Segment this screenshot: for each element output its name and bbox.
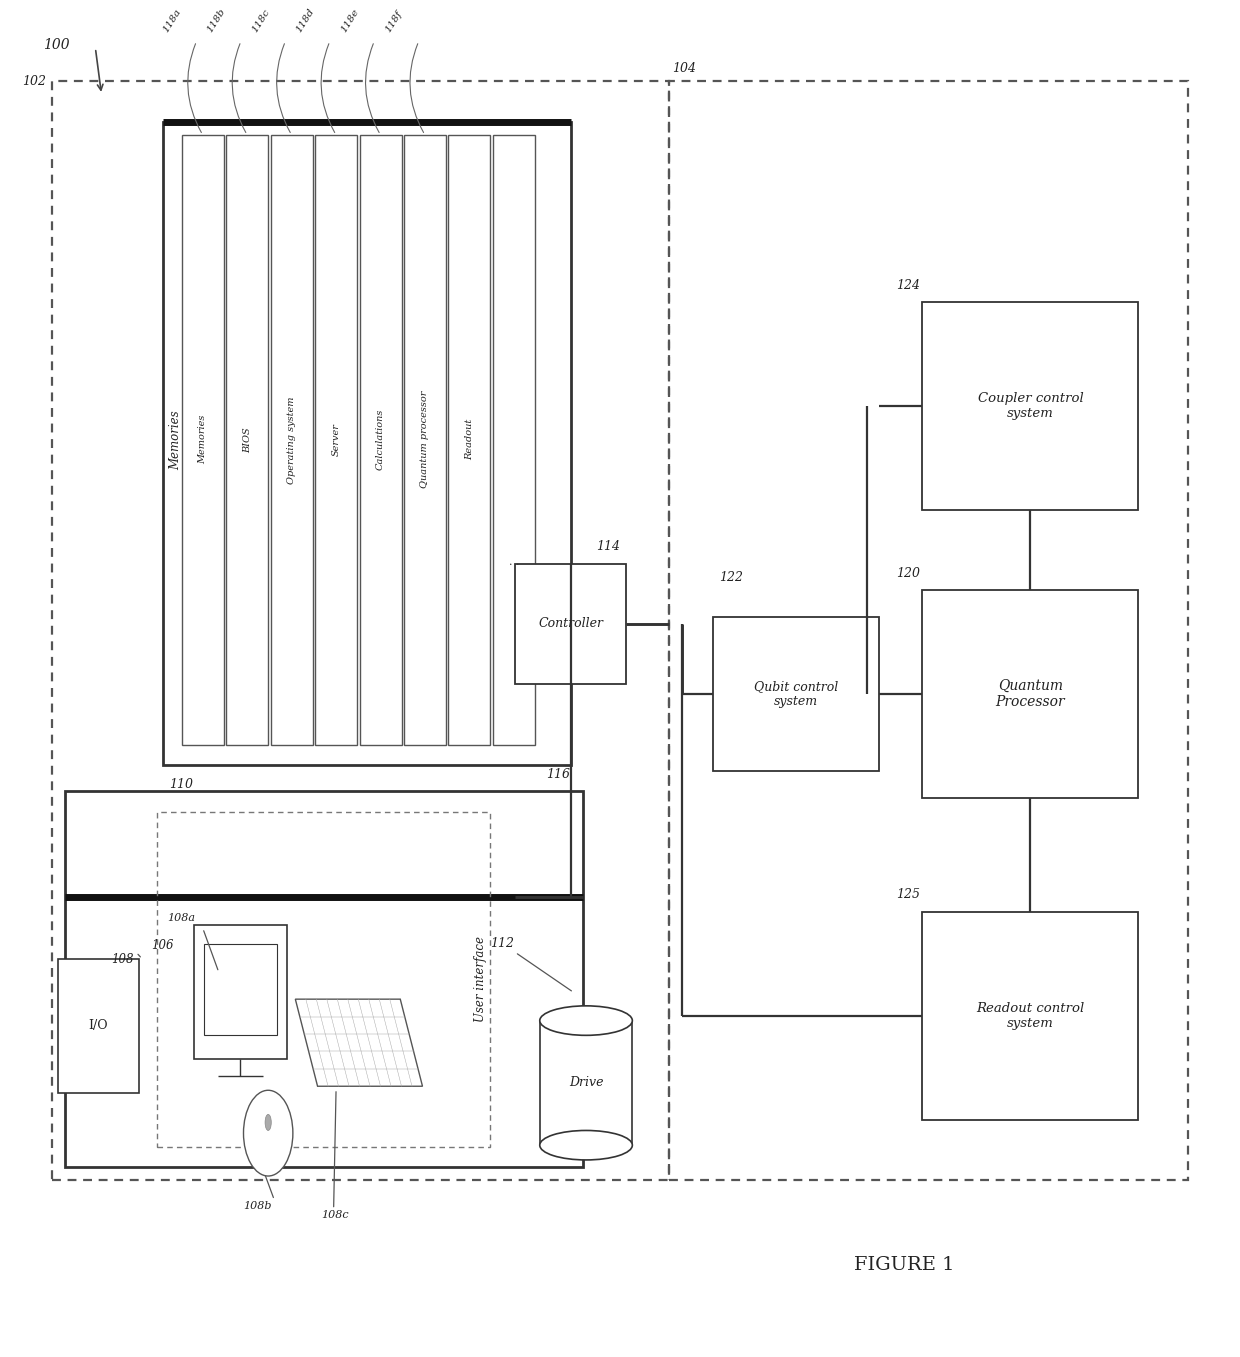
Ellipse shape (539, 1130, 632, 1160)
FancyBboxPatch shape (515, 563, 626, 684)
FancyBboxPatch shape (449, 134, 490, 745)
FancyBboxPatch shape (539, 1020, 632, 1145)
Text: 112: 112 (490, 936, 515, 950)
FancyBboxPatch shape (404, 134, 446, 745)
Text: 108a: 108a (167, 913, 195, 923)
FancyBboxPatch shape (195, 925, 286, 1060)
Text: 124: 124 (897, 278, 920, 292)
FancyBboxPatch shape (923, 912, 1138, 1120)
Ellipse shape (265, 1114, 272, 1130)
Text: 106: 106 (151, 939, 174, 953)
FancyBboxPatch shape (58, 959, 139, 1092)
Text: BIOS: BIOS (243, 427, 252, 453)
Text: Quantum
Processor: Quantum Processor (996, 680, 1065, 710)
FancyBboxPatch shape (270, 134, 312, 745)
Text: 118c: 118c (250, 8, 272, 34)
FancyBboxPatch shape (164, 122, 570, 765)
FancyBboxPatch shape (360, 134, 402, 745)
Text: I/O: I/O (88, 1019, 108, 1033)
FancyBboxPatch shape (923, 590, 1138, 798)
Text: Operating system: Operating system (288, 396, 296, 483)
Text: 108: 108 (112, 953, 134, 966)
Text: Qubit control
system: Qubit control system (754, 680, 838, 708)
Text: 108b: 108b (243, 1201, 272, 1210)
Text: 100: 100 (43, 38, 71, 52)
Text: 104: 104 (672, 61, 696, 75)
Text: Calculations: Calculations (376, 408, 384, 471)
Text: 116: 116 (547, 768, 570, 780)
FancyBboxPatch shape (182, 134, 223, 745)
Text: Drive: Drive (569, 1076, 604, 1090)
Text: 122: 122 (719, 571, 743, 584)
FancyBboxPatch shape (315, 134, 357, 745)
Text: Memories: Memories (169, 410, 182, 470)
Text: 118f: 118f (384, 9, 404, 34)
Text: 118d: 118d (294, 7, 316, 34)
Text: Controller: Controller (538, 617, 603, 631)
Ellipse shape (243, 1090, 293, 1177)
Text: Server: Server (331, 423, 341, 456)
Text: 118b: 118b (206, 7, 227, 34)
FancyBboxPatch shape (492, 134, 534, 745)
Text: 114: 114 (596, 540, 620, 552)
FancyBboxPatch shape (64, 791, 583, 1167)
Text: Coupler control
system: Coupler control system (977, 392, 1084, 421)
FancyBboxPatch shape (205, 944, 277, 1035)
Text: 118a: 118a (161, 8, 182, 34)
Text: 110: 110 (170, 779, 193, 791)
Polygon shape (295, 999, 423, 1086)
Text: Quantum processor: Quantum processor (420, 391, 429, 489)
Text: 125: 125 (897, 889, 920, 901)
FancyBboxPatch shape (226, 134, 268, 745)
Text: Readout control
system: Readout control system (976, 1001, 1085, 1030)
Ellipse shape (539, 1006, 632, 1035)
Text: 108c: 108c (321, 1210, 348, 1220)
Text: Readout: Readout (465, 419, 474, 460)
Text: 118e: 118e (339, 8, 361, 34)
Text: User interface: User interface (474, 936, 487, 1022)
Text: Memories: Memories (198, 415, 207, 464)
Text: FIGURE 1: FIGURE 1 (853, 1255, 954, 1274)
FancyBboxPatch shape (713, 617, 879, 771)
FancyBboxPatch shape (923, 303, 1138, 510)
Text: 120: 120 (897, 567, 920, 579)
Text: 102: 102 (22, 75, 46, 88)
Text: . .: . . (508, 556, 520, 567)
